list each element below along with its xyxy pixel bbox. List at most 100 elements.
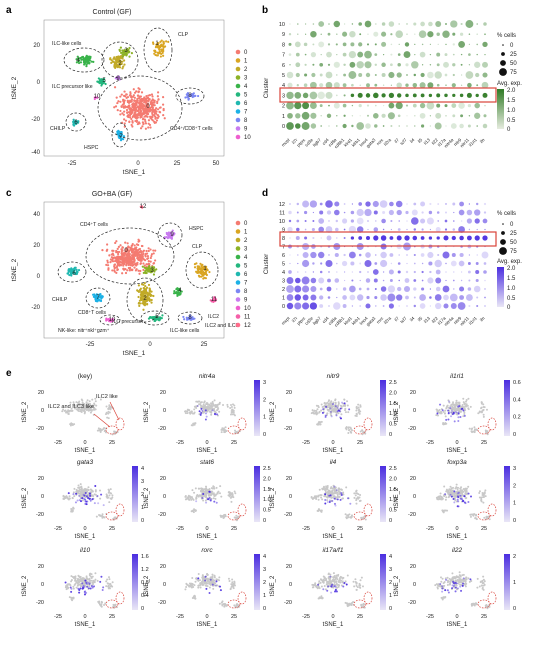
cell-point	[160, 49, 163, 53]
feature-plot: il10-25 0 25200-20tSNE_1tSNE_21.61.20.80.4…	[22, 547, 149, 628]
expr-point	[211, 583, 214, 586]
cell-point	[144, 108, 147, 112]
cell-point	[198, 400, 201, 403]
cell-point	[347, 516, 350, 519]
cell-point	[232, 587, 235, 590]
cell-point	[144, 271, 147, 274]
dot	[481, 251, 489, 259]
cell-point	[100, 605, 103, 608]
cell-point	[71, 510, 74, 513]
cell-point	[154, 259, 157, 262]
dot	[288, 42, 292, 46]
expr-point	[349, 502, 352, 505]
cluster-tick: 2	[282, 104, 285, 110]
dot	[412, 93, 417, 98]
dot	[302, 259, 310, 268]
expr-point	[85, 503, 88, 506]
cell-point	[150, 298, 153, 302]
cell-point	[229, 413, 232, 416]
cell-point	[115, 256, 118, 260]
cell-point	[211, 576, 214, 579]
cell-point	[104, 431, 107, 434]
cell-point	[143, 287, 146, 290]
expr-point	[454, 411, 457, 414]
dot	[325, 200, 333, 208]
cell-point	[70, 575, 73, 578]
cluster-tick: 10	[279, 22, 285, 28]
cell-point	[142, 262, 145, 265]
expr-point	[456, 492, 459, 495]
panel-c-axis: -25 0 25 40 20 0 -20 tSNE_1 tSNE_2	[11, 212, 208, 357]
scale-label: 1.0	[389, 497, 397, 503]
dot	[406, 23, 408, 25]
cell-point	[363, 515, 366, 518]
cell-point	[326, 491, 329, 494]
cell-point	[85, 57, 88, 60]
cluster-tick: 6	[282, 253, 285, 259]
d-expr-bar	[497, 267, 504, 307]
dot	[398, 254, 401, 256]
highlight-outline	[477, 425, 491, 435]
cell-point	[185, 316, 188, 319]
cell-point	[106, 582, 109, 585]
dot	[436, 93, 441, 98]
cell-point	[70, 267, 73, 270]
cell-point	[196, 267, 199, 270]
cell-point	[330, 414, 333, 417]
cell-point	[124, 259, 127, 262]
dot	[397, 286, 402, 292]
legend-label: 4	[244, 255, 248, 261]
cell-point	[151, 107, 154, 110]
expr-point	[457, 405, 460, 408]
dot	[325, 91, 333, 99]
cell-point	[211, 400, 214, 403]
gene-label: il7r	[291, 137, 299, 145]
dot	[382, 125, 385, 127]
cell-point	[313, 409, 316, 412]
cell-point	[153, 104, 156, 107]
cell-point	[137, 87, 140, 90]
cell-point	[464, 487, 467, 490]
cell-point	[104, 82, 107, 86]
cell-point	[85, 401, 88, 404]
cell-point	[111, 494, 114, 497]
cell-point	[77, 490, 80, 493]
cell-point	[322, 487, 325, 490]
cell-point	[336, 411, 339, 414]
cluster-tick: 4	[282, 83, 285, 89]
dot	[484, 288, 486, 290]
dot	[476, 53, 478, 56]
dot	[419, 294, 426, 301]
dot	[309, 102, 317, 110]
cell-point	[125, 263, 128, 266]
cell-point	[125, 108, 129, 112]
expr-point	[208, 496, 211, 499]
cell-point	[111, 249, 114, 252]
cell-point	[338, 492, 341, 495]
dot	[474, 112, 481, 119]
cell-point	[148, 265, 151, 268]
cell-point	[106, 259, 109, 262]
expr-point	[197, 577, 200, 580]
dot	[387, 285, 396, 293]
dot	[427, 277, 434, 284]
cell-point	[148, 123, 152, 127]
x-tick: 25	[109, 614, 115, 620]
cell-point	[464, 408, 467, 411]
legend-dot	[235, 263, 241, 268]
cell-point	[230, 403, 233, 406]
d-ylabel: Cluster	[263, 253, 270, 274]
cell-point	[220, 495, 223, 498]
feature-title: stat6	[200, 459, 214, 466]
cell-point	[143, 118, 147, 121]
x-tick: -25	[176, 614, 184, 620]
legend-dot	[235, 92, 241, 97]
cell-point	[465, 400, 468, 403]
cell-point	[126, 99, 129, 102]
cell-point	[146, 295, 149, 298]
cell-point	[438, 497, 441, 500]
expr-point	[88, 492, 91, 495]
cell-point	[312, 411, 315, 414]
cell-point	[356, 492, 359, 495]
dot	[434, 259, 442, 268]
